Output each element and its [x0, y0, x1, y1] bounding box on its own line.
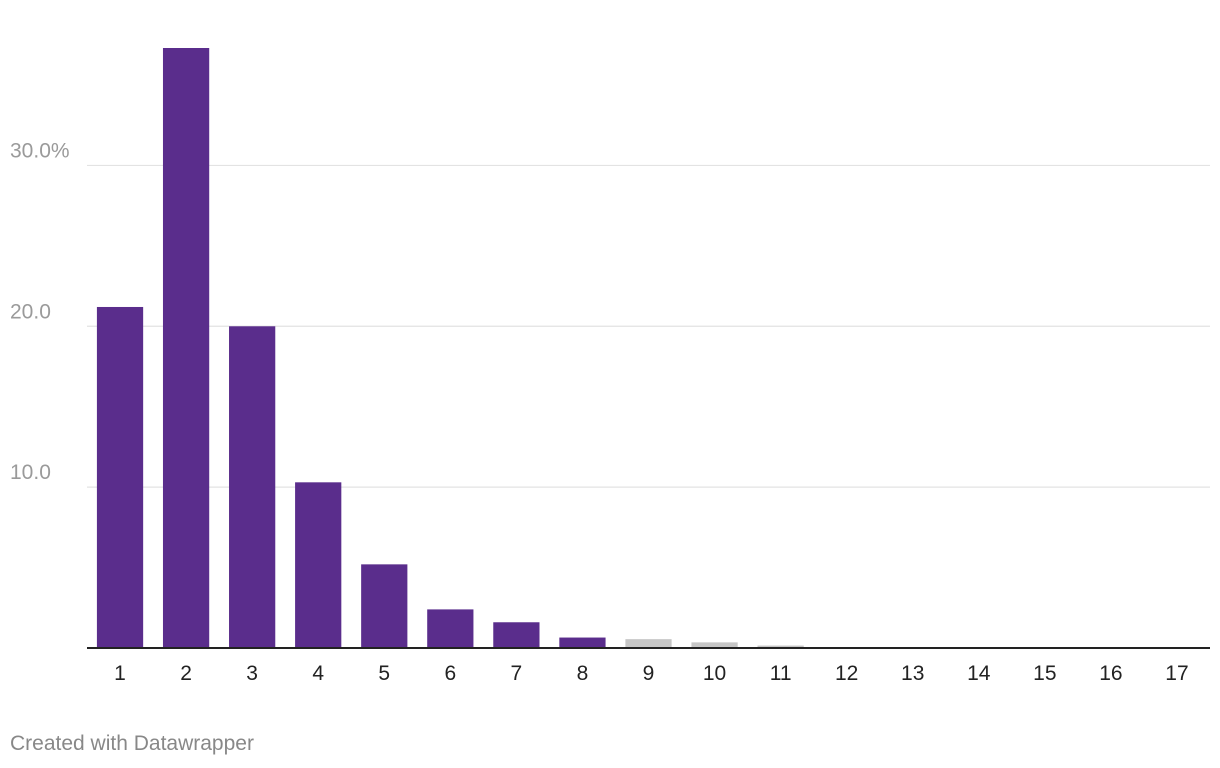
y-tick-label: 20.0	[10, 300, 51, 323]
bar-10	[691, 642, 738, 648]
x-tick-label: 5	[378, 662, 390, 685]
x-tick-label: 11	[770, 662, 792, 685]
bar-11	[757, 645, 804, 648]
x-tick-label: 10	[703, 662, 726, 685]
bars	[96, 48, 1201, 648]
x-tick-label: 8	[577, 662, 589, 685]
x-tick-label: 9	[643, 662, 655, 685]
bar-2	[162, 48, 210, 648]
labels: 10.020.030.0%1 2 3 4 5 6 7 8 9 10 11 12 13 14 15 16 17	[10, 139, 1189, 685]
credit-text: Created with Datawrapper	[10, 732, 254, 755]
x-tick-label: 6	[444, 662, 456, 685]
x-tick-label: 15	[1033, 662, 1056, 685]
bar-chart: 10.020.030.0%1 2 3 4 5 6 7 8 9 10 11 12 13 14 15 16 17	[10, 48, 1210, 685]
x-tick-label: 2	[180, 662, 192, 685]
x-tick-label: 3	[246, 662, 258, 685]
y-tick-label: 10.0	[10, 461, 51, 484]
x-tick-label: 1	[114, 662, 126, 685]
x-tick-label: 7	[511, 662, 523, 685]
bar-1	[96, 306, 144, 648]
bar-7	[493, 622, 540, 648]
x-tick-label: 4	[312, 662, 324, 685]
bar-5	[361, 564, 408, 648]
bar-3	[229, 326, 276, 648]
x-tick-label: 12	[835, 662, 858, 685]
bar-6	[427, 609, 474, 648]
x-tick-label: 14	[967, 662, 991, 685]
bar-8	[559, 637, 606, 648]
y-tick-label: 30.0%	[10, 139, 70, 162]
bar-9	[625, 639, 672, 648]
x-tick-label: 16	[1099, 662, 1122, 685]
x-tick-label: 17	[1165, 662, 1188, 685]
x-tick-label: 13	[901, 662, 924, 685]
bar-4	[295, 482, 342, 648]
